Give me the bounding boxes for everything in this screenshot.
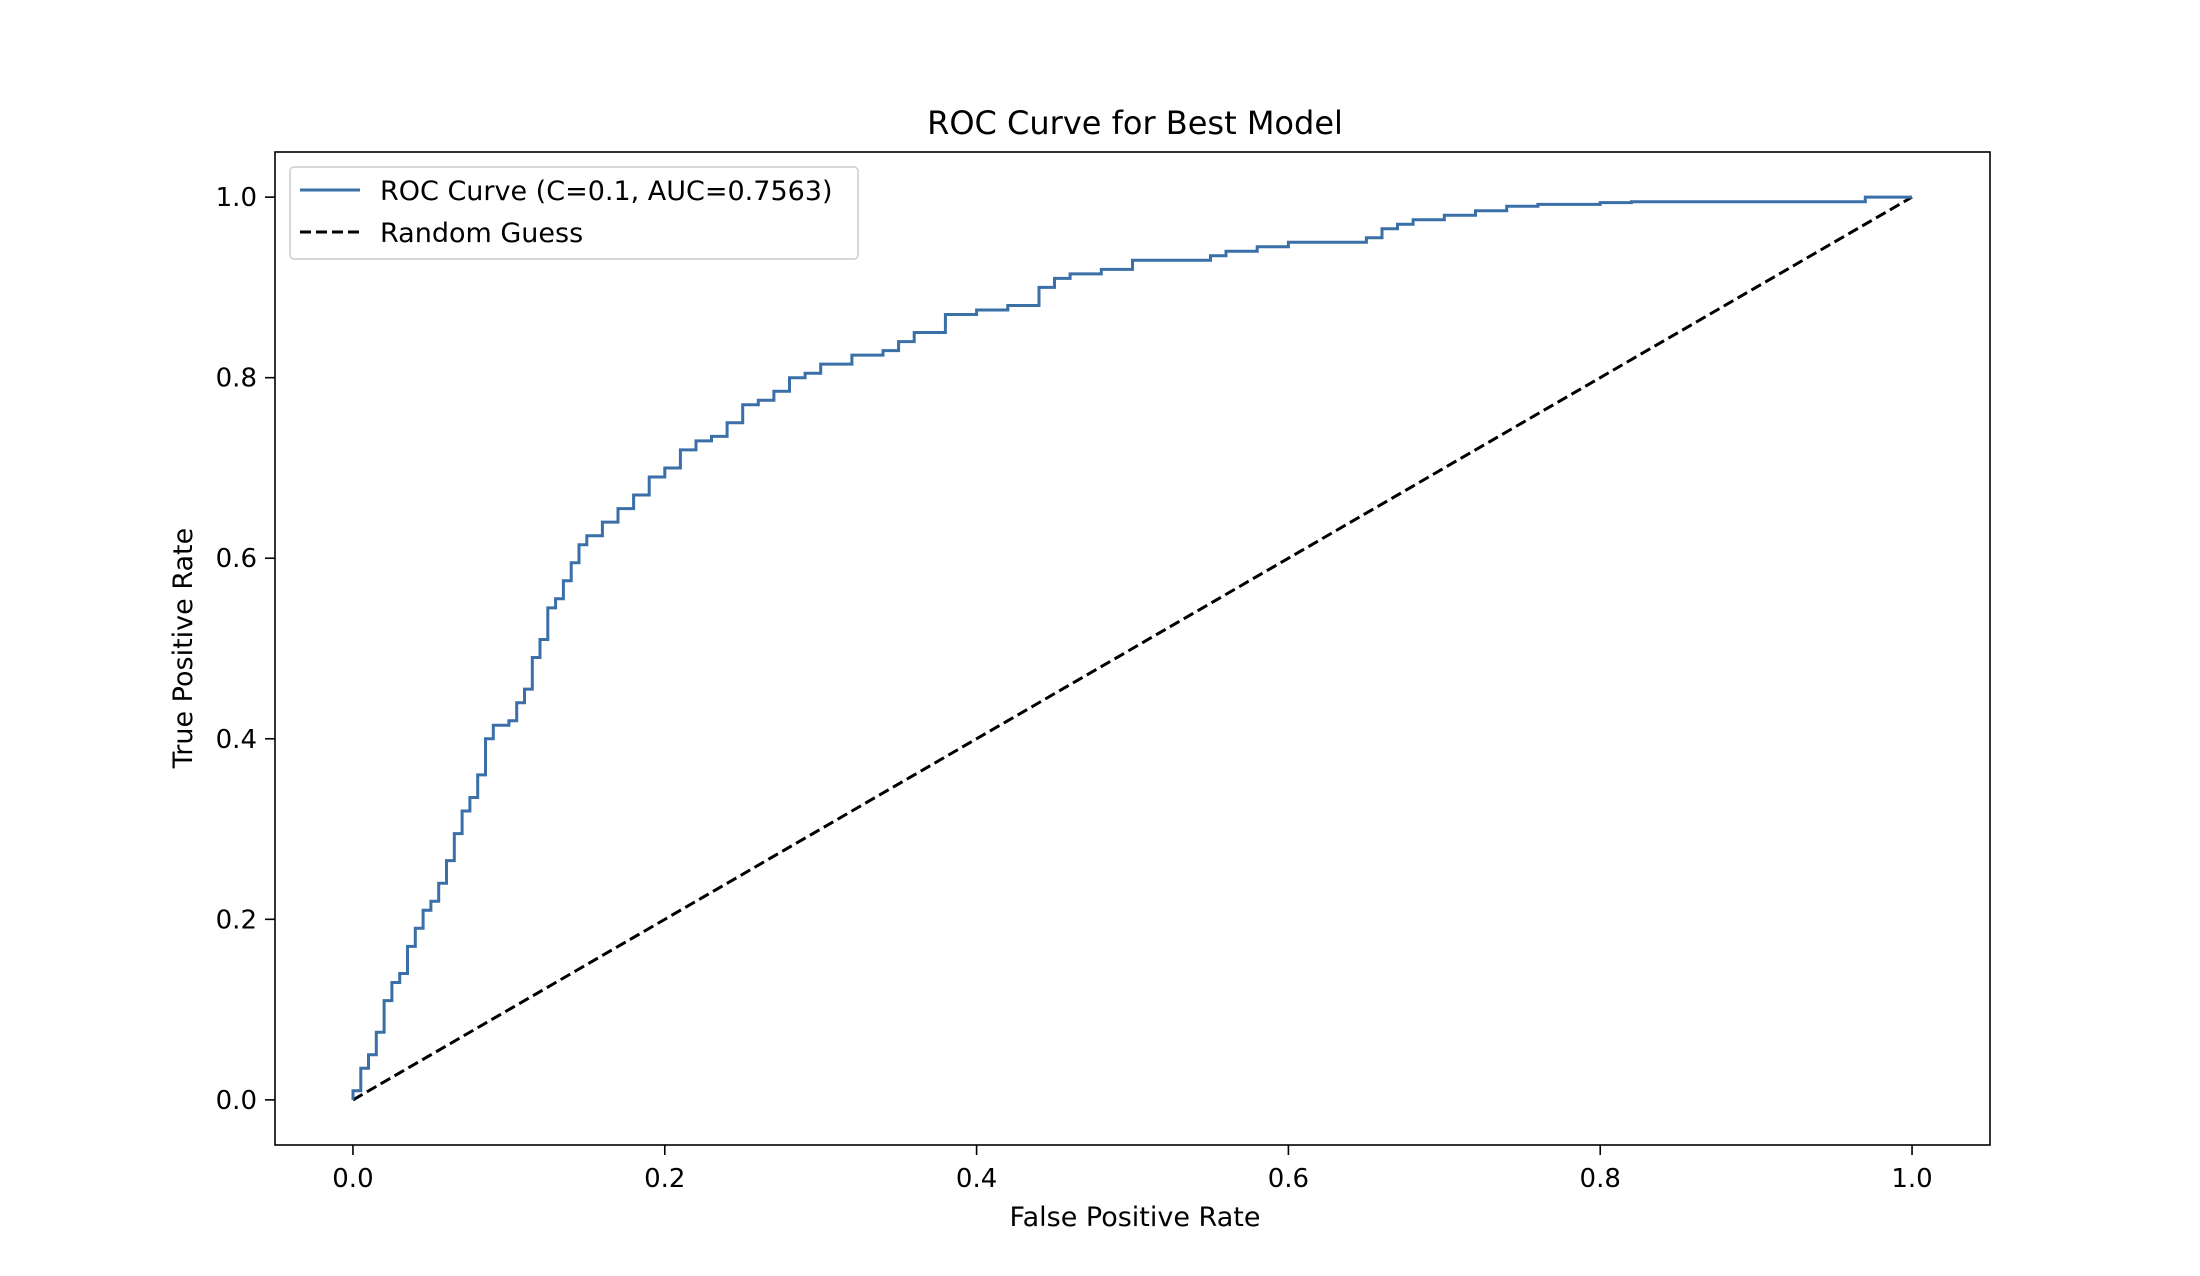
y-tick-label: 0.4 <box>216 725 257 755</box>
x-tick-label: 0.6 <box>1268 1164 1309 1194</box>
y-tick-label: 1.0 <box>216 183 257 213</box>
x-tick-label: 1.0 <box>1891 1164 1932 1194</box>
plot-area <box>351 195 1913 1102</box>
y-tick-label: 0.0 <box>216 1086 257 1116</box>
x-tick-label: 0.0 <box>332 1164 373 1194</box>
y-axis: 0.0 0.2 0.4 0.6 0.8 1.0 <box>216 183 275 1116</box>
x-tick-label: 0.4 <box>956 1164 997 1194</box>
x-tick-label: 0.8 <box>1580 1164 1621 1194</box>
random-guess-line <box>352 195 1913 1102</box>
chart-title: ROC Curve for Best Model <box>927 104 1343 142</box>
legend-label-random: Random Guess <box>380 218 583 249</box>
legend: ROC Curve (C=0.1, AUC=0.7563) Random Gue… <box>289 166 859 260</box>
plot-frame <box>274 151 1991 1146</box>
legend-label-roc: ROC Curve (C=0.1, AUC=0.7563) <box>380 176 833 207</box>
x-axis-label: False Positive Rate <box>1010 1202 1261 1233</box>
y-axis-label: True Positive Rate <box>168 528 199 770</box>
x-axis: 0.0 0.2 0.4 0.6 0.8 1.0 <box>332 1145 1933 1194</box>
y-tick-label: 0.8 <box>216 364 257 394</box>
x-tick-label: 0.2 <box>644 1164 685 1194</box>
legend-box <box>289 166 859 260</box>
roc-curve-line <box>351 195 1912 1100</box>
y-tick-label: 0.2 <box>216 905 257 935</box>
y-tick-label: 0.6 <box>216 544 257 574</box>
